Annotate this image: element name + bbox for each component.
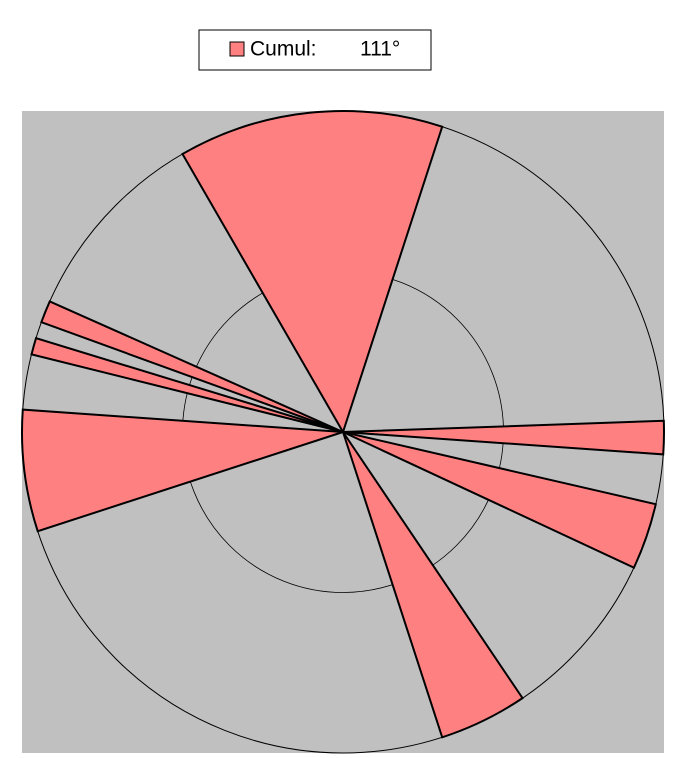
legend-label: Cumul: xyxy=(250,38,317,61)
legend-value: 111° xyxy=(360,38,400,61)
sector xyxy=(342,431,657,569)
legend-swatch xyxy=(229,41,245,57)
sector xyxy=(30,336,344,433)
sector xyxy=(21,408,344,533)
sector xyxy=(342,419,665,456)
sector xyxy=(342,431,524,739)
sector xyxy=(40,300,344,433)
sector xyxy=(181,110,444,435)
